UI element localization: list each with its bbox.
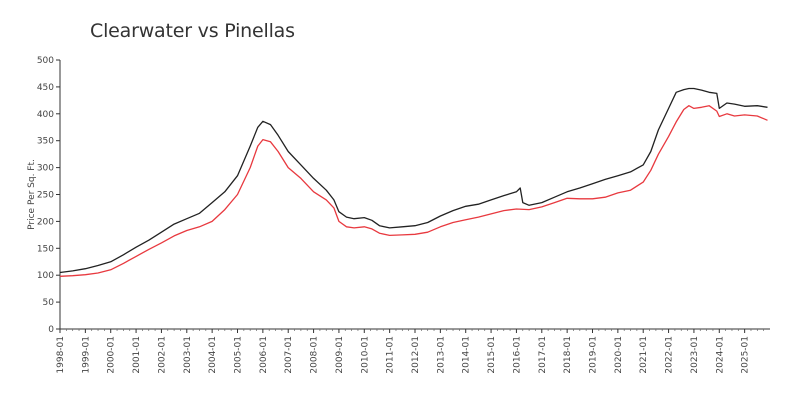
- y-axis-label: Price Per Sq. Ft.: [27, 159, 37, 230]
- x-tick-label: 2014-01: [462, 336, 472, 374]
- y-tick-label: 450: [37, 83, 54, 93]
- y-tick-label: 50: [43, 298, 55, 308]
- x-tick-label: 1999-01: [81, 336, 91, 374]
- x-tick-label: 2019-01: [589, 336, 599, 374]
- series-line-pinellas: [59, 105, 768, 277]
- y-tick-label: 0: [48, 325, 54, 335]
- x-tick-label: 2011-01: [386, 336, 396, 374]
- series-lines: [59, 87, 768, 277]
- x-tick-label: 2004-01: [208, 336, 218, 374]
- x-tick-label: 2018-01: [563, 336, 573, 374]
- x-tick-label: 2015-01: [487, 336, 497, 374]
- x-tick-label: 2017-01: [538, 336, 548, 374]
- x-tick-label: 2016-01: [512, 336, 522, 374]
- y-tick-label: 150: [37, 244, 54, 254]
- x-tick-label: 2025-01: [741, 336, 751, 374]
- x-tick-label: 2024-01: [715, 336, 725, 374]
- series-line-clearwater: [59, 87, 768, 274]
- chart-axes: [59, 60, 770, 330]
- x-tick-label: 2021-01: [639, 336, 649, 374]
- y-tick-label: 250: [37, 191, 54, 201]
- y-tick-label: 500: [37, 56, 54, 66]
- x-tick-label: 2002-01: [157, 336, 167, 374]
- x-axis-ticks: 1998-01 1999-01 2000-01 2001-01 2002-01 2003-…: [56, 329, 765, 374]
- x-tick-label: 2022-01: [665, 336, 675, 374]
- x-tick-label: 1998-01: [56, 336, 66, 374]
- x-tick-label: 2000-01: [107, 336, 117, 374]
- chart-title: Clearwater vs Pinellas: [90, 20, 295, 42]
- x-tick-label: 2013-01: [436, 336, 446, 374]
- y-tick-label: 350: [37, 137, 54, 147]
- x-tick-label: 2003-01: [183, 336, 193, 374]
- x-tick-label: 2001-01: [132, 336, 142, 374]
- y-axis-ticks: 0 50 100 150 200 250 300 350 400 450 500: [37, 56, 60, 335]
- x-tick-label: 2005-01: [234, 336, 244, 374]
- y-tick-label: 100: [37, 271, 54, 281]
- x-tick-label: 2023-01: [690, 336, 700, 374]
- y-tick-label: 300: [37, 164, 54, 174]
- x-tick-label: 2009-01: [335, 336, 345, 374]
- x-tick-label: 2020-01: [614, 336, 624, 374]
- x-tick-label: 2008-01: [310, 336, 320, 374]
- x-tick-label: 2006-01: [259, 336, 269, 374]
- x-tick-label: 2010-01: [360, 336, 370, 374]
- y-tick-label: 400: [37, 110, 54, 120]
- x-tick-label: 2007-01: [284, 336, 294, 374]
- y-tick-label: 200: [37, 217, 54, 227]
- x-tick-label: 2012-01: [411, 336, 421, 374]
